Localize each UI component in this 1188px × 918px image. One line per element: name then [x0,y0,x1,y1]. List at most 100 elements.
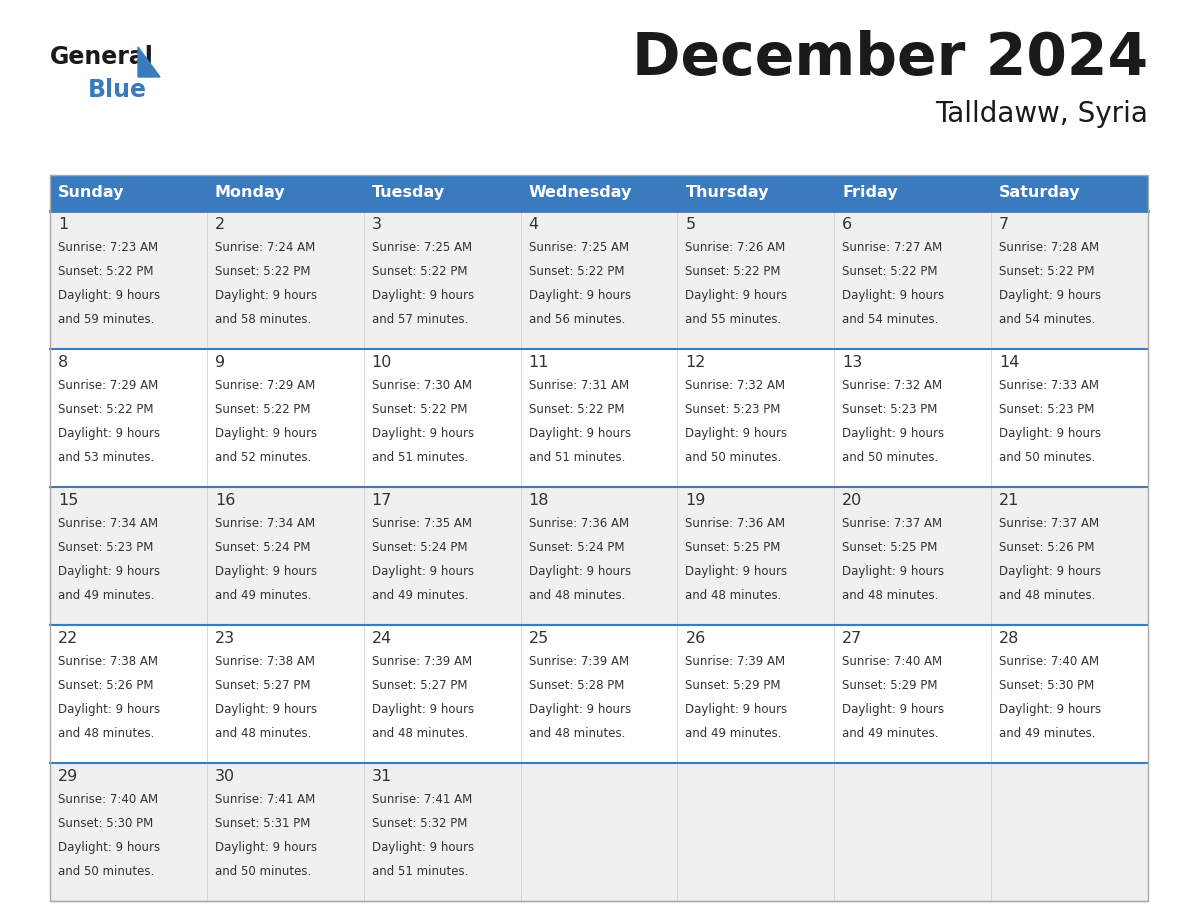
Text: Sunset: 5:22 PM: Sunset: 5:22 PM [999,265,1094,278]
Text: Daylight: 9 hours: Daylight: 9 hours [372,289,474,302]
Text: Sunrise: 7:34 AM: Sunrise: 7:34 AM [215,517,315,530]
Bar [834,175,991,211]
Text: and 49 minutes.: and 49 minutes. [372,589,468,602]
Text: Sunset: 5:22 PM: Sunset: 5:22 PM [372,265,467,278]
Text: Sunset: 5:22 PM: Sunset: 5:22 PM [215,403,310,416]
Text: Daylight: 9 hours: Daylight: 9 hours [215,841,317,854]
Text: 16: 16 [215,493,235,508]
Text: Daylight: 9 hours: Daylight: 9 hours [58,703,160,716]
Text: Daylight: 9 hours: Daylight: 9 hours [685,565,788,578]
Text: and 48 minutes.: and 48 minutes. [685,589,782,602]
Text: and 50 minutes.: and 50 minutes. [842,451,939,464]
Text: and 50 minutes.: and 50 minutes. [685,451,782,464]
Text: 14: 14 [999,355,1019,370]
Text: Daylight: 9 hours: Daylight: 9 hours [372,565,474,578]
Bar [50,349,1148,487]
Text: 6: 6 [842,217,853,232]
Text: and 50 minutes.: and 50 minutes. [58,865,154,878]
Text: Daylight: 9 hours: Daylight: 9 hours [58,427,160,440]
Text: Monday: Monday [215,185,285,200]
Text: and 58 minutes.: and 58 minutes. [215,313,311,326]
Text: 26: 26 [685,631,706,646]
Text: Sunrise: 7:34 AM: Sunrise: 7:34 AM [58,517,158,530]
Text: Sunset: 5:23 PM: Sunset: 5:23 PM [58,541,153,554]
Bar [520,175,677,211]
Text: Sunset: 5:28 PM: Sunset: 5:28 PM [529,679,624,692]
Text: General: General [50,45,154,69]
Bar [50,763,1148,901]
Text: Daylight: 9 hours: Daylight: 9 hours [215,565,317,578]
Text: Daylight: 9 hours: Daylight: 9 hours [372,841,474,854]
Bar [50,175,1148,901]
Text: Sunrise: 7:40 AM: Sunrise: 7:40 AM [842,655,942,668]
Text: Talldaww, Syria: Talldaww, Syria [935,100,1148,128]
Text: Daylight: 9 hours: Daylight: 9 hours [215,289,317,302]
Text: 15: 15 [58,493,78,508]
Text: and 51 minutes.: and 51 minutes. [372,865,468,878]
Text: Sunset: 5:22 PM: Sunset: 5:22 PM [529,403,624,416]
Text: Sunset: 5:23 PM: Sunset: 5:23 PM [842,403,937,416]
Text: Sunset: 5:22 PM: Sunset: 5:22 PM [58,403,153,416]
Text: Sunset: 5:22 PM: Sunset: 5:22 PM [372,403,467,416]
Text: Sunrise: 7:26 AM: Sunrise: 7:26 AM [685,241,785,254]
Text: and 51 minutes.: and 51 minutes. [529,451,625,464]
Text: 31: 31 [372,769,392,784]
Text: Sunrise: 7:29 AM: Sunrise: 7:29 AM [215,379,315,392]
Text: Sunset: 5:30 PM: Sunset: 5:30 PM [999,679,1094,692]
Text: Daylight: 9 hours: Daylight: 9 hours [685,427,788,440]
Text: Daylight: 9 hours: Daylight: 9 hours [58,841,160,854]
Text: 28: 28 [999,631,1019,646]
Text: Sunrise: 7:38 AM: Sunrise: 7:38 AM [58,655,158,668]
Text: Sunset: 5:29 PM: Sunset: 5:29 PM [842,679,937,692]
Text: Sunrise: 7:35 AM: Sunrise: 7:35 AM [372,517,472,530]
Text: Daylight: 9 hours: Daylight: 9 hours [685,289,788,302]
Text: and 50 minutes.: and 50 minutes. [215,865,311,878]
Text: 3: 3 [372,217,381,232]
Text: Tuesday: Tuesday [372,185,444,200]
Text: Sunrise: 7:40 AM: Sunrise: 7:40 AM [58,793,158,806]
Text: and 51 minutes.: and 51 minutes. [372,451,468,464]
Text: Daylight: 9 hours: Daylight: 9 hours [999,427,1101,440]
Text: Saturday: Saturday [999,185,1081,200]
Text: Sunrise: 7:32 AM: Sunrise: 7:32 AM [842,379,942,392]
Text: Daylight: 9 hours: Daylight: 9 hours [842,703,944,716]
Text: and 48 minutes.: and 48 minutes. [58,727,154,740]
Text: Sunrise: 7:37 AM: Sunrise: 7:37 AM [842,517,942,530]
Text: Sunrise: 7:28 AM: Sunrise: 7:28 AM [999,241,1099,254]
Text: 12: 12 [685,355,706,370]
Text: Thursday: Thursday [685,185,769,200]
Text: Sunset: 5:22 PM: Sunset: 5:22 PM [685,265,781,278]
Text: 7: 7 [999,217,1010,232]
Text: Sunset: 5:27 PM: Sunset: 5:27 PM [372,679,467,692]
Text: Sunrise: 7:41 AM: Sunrise: 7:41 AM [215,793,315,806]
Text: and 48 minutes.: and 48 minutes. [842,589,939,602]
Text: 9: 9 [215,355,225,370]
Text: Friday: Friday [842,185,898,200]
Text: and 49 minutes.: and 49 minutes. [842,727,939,740]
Text: Daylight: 9 hours: Daylight: 9 hours [372,427,474,440]
Text: Sunset: 5:24 PM: Sunset: 5:24 PM [215,541,310,554]
Text: Sunset: 5:22 PM: Sunset: 5:22 PM [215,265,310,278]
Text: Sunrise: 7:25 AM: Sunrise: 7:25 AM [372,241,472,254]
Bar [50,211,1148,349]
Text: Sunset: 5:25 PM: Sunset: 5:25 PM [685,541,781,554]
Text: 2: 2 [215,217,225,232]
Text: 24: 24 [372,631,392,646]
Text: Daylight: 9 hours: Daylight: 9 hours [529,289,631,302]
Text: 22: 22 [58,631,78,646]
Text: December 2024: December 2024 [632,30,1148,87]
Text: Sunrise: 7:39 AM: Sunrise: 7:39 AM [529,655,628,668]
Text: Sunrise: 7:32 AM: Sunrise: 7:32 AM [685,379,785,392]
Text: Sunset: 5:32 PM: Sunset: 5:32 PM [372,817,467,830]
Text: and 59 minutes.: and 59 minutes. [58,313,154,326]
Text: 30: 30 [215,769,235,784]
Text: Daylight: 9 hours: Daylight: 9 hours [529,427,631,440]
Text: Daylight: 9 hours: Daylight: 9 hours [999,703,1101,716]
Text: and 55 minutes.: and 55 minutes. [685,313,782,326]
Text: Daylight: 9 hours: Daylight: 9 hours [842,427,944,440]
Text: Sunrise: 7:39 AM: Sunrise: 7:39 AM [685,655,785,668]
Text: Sunset: 5:31 PM: Sunset: 5:31 PM [215,817,310,830]
Text: Sunrise: 7:29 AM: Sunrise: 7:29 AM [58,379,158,392]
Text: and 48 minutes.: and 48 minutes. [215,727,311,740]
Text: Sunset: 5:27 PM: Sunset: 5:27 PM [215,679,310,692]
